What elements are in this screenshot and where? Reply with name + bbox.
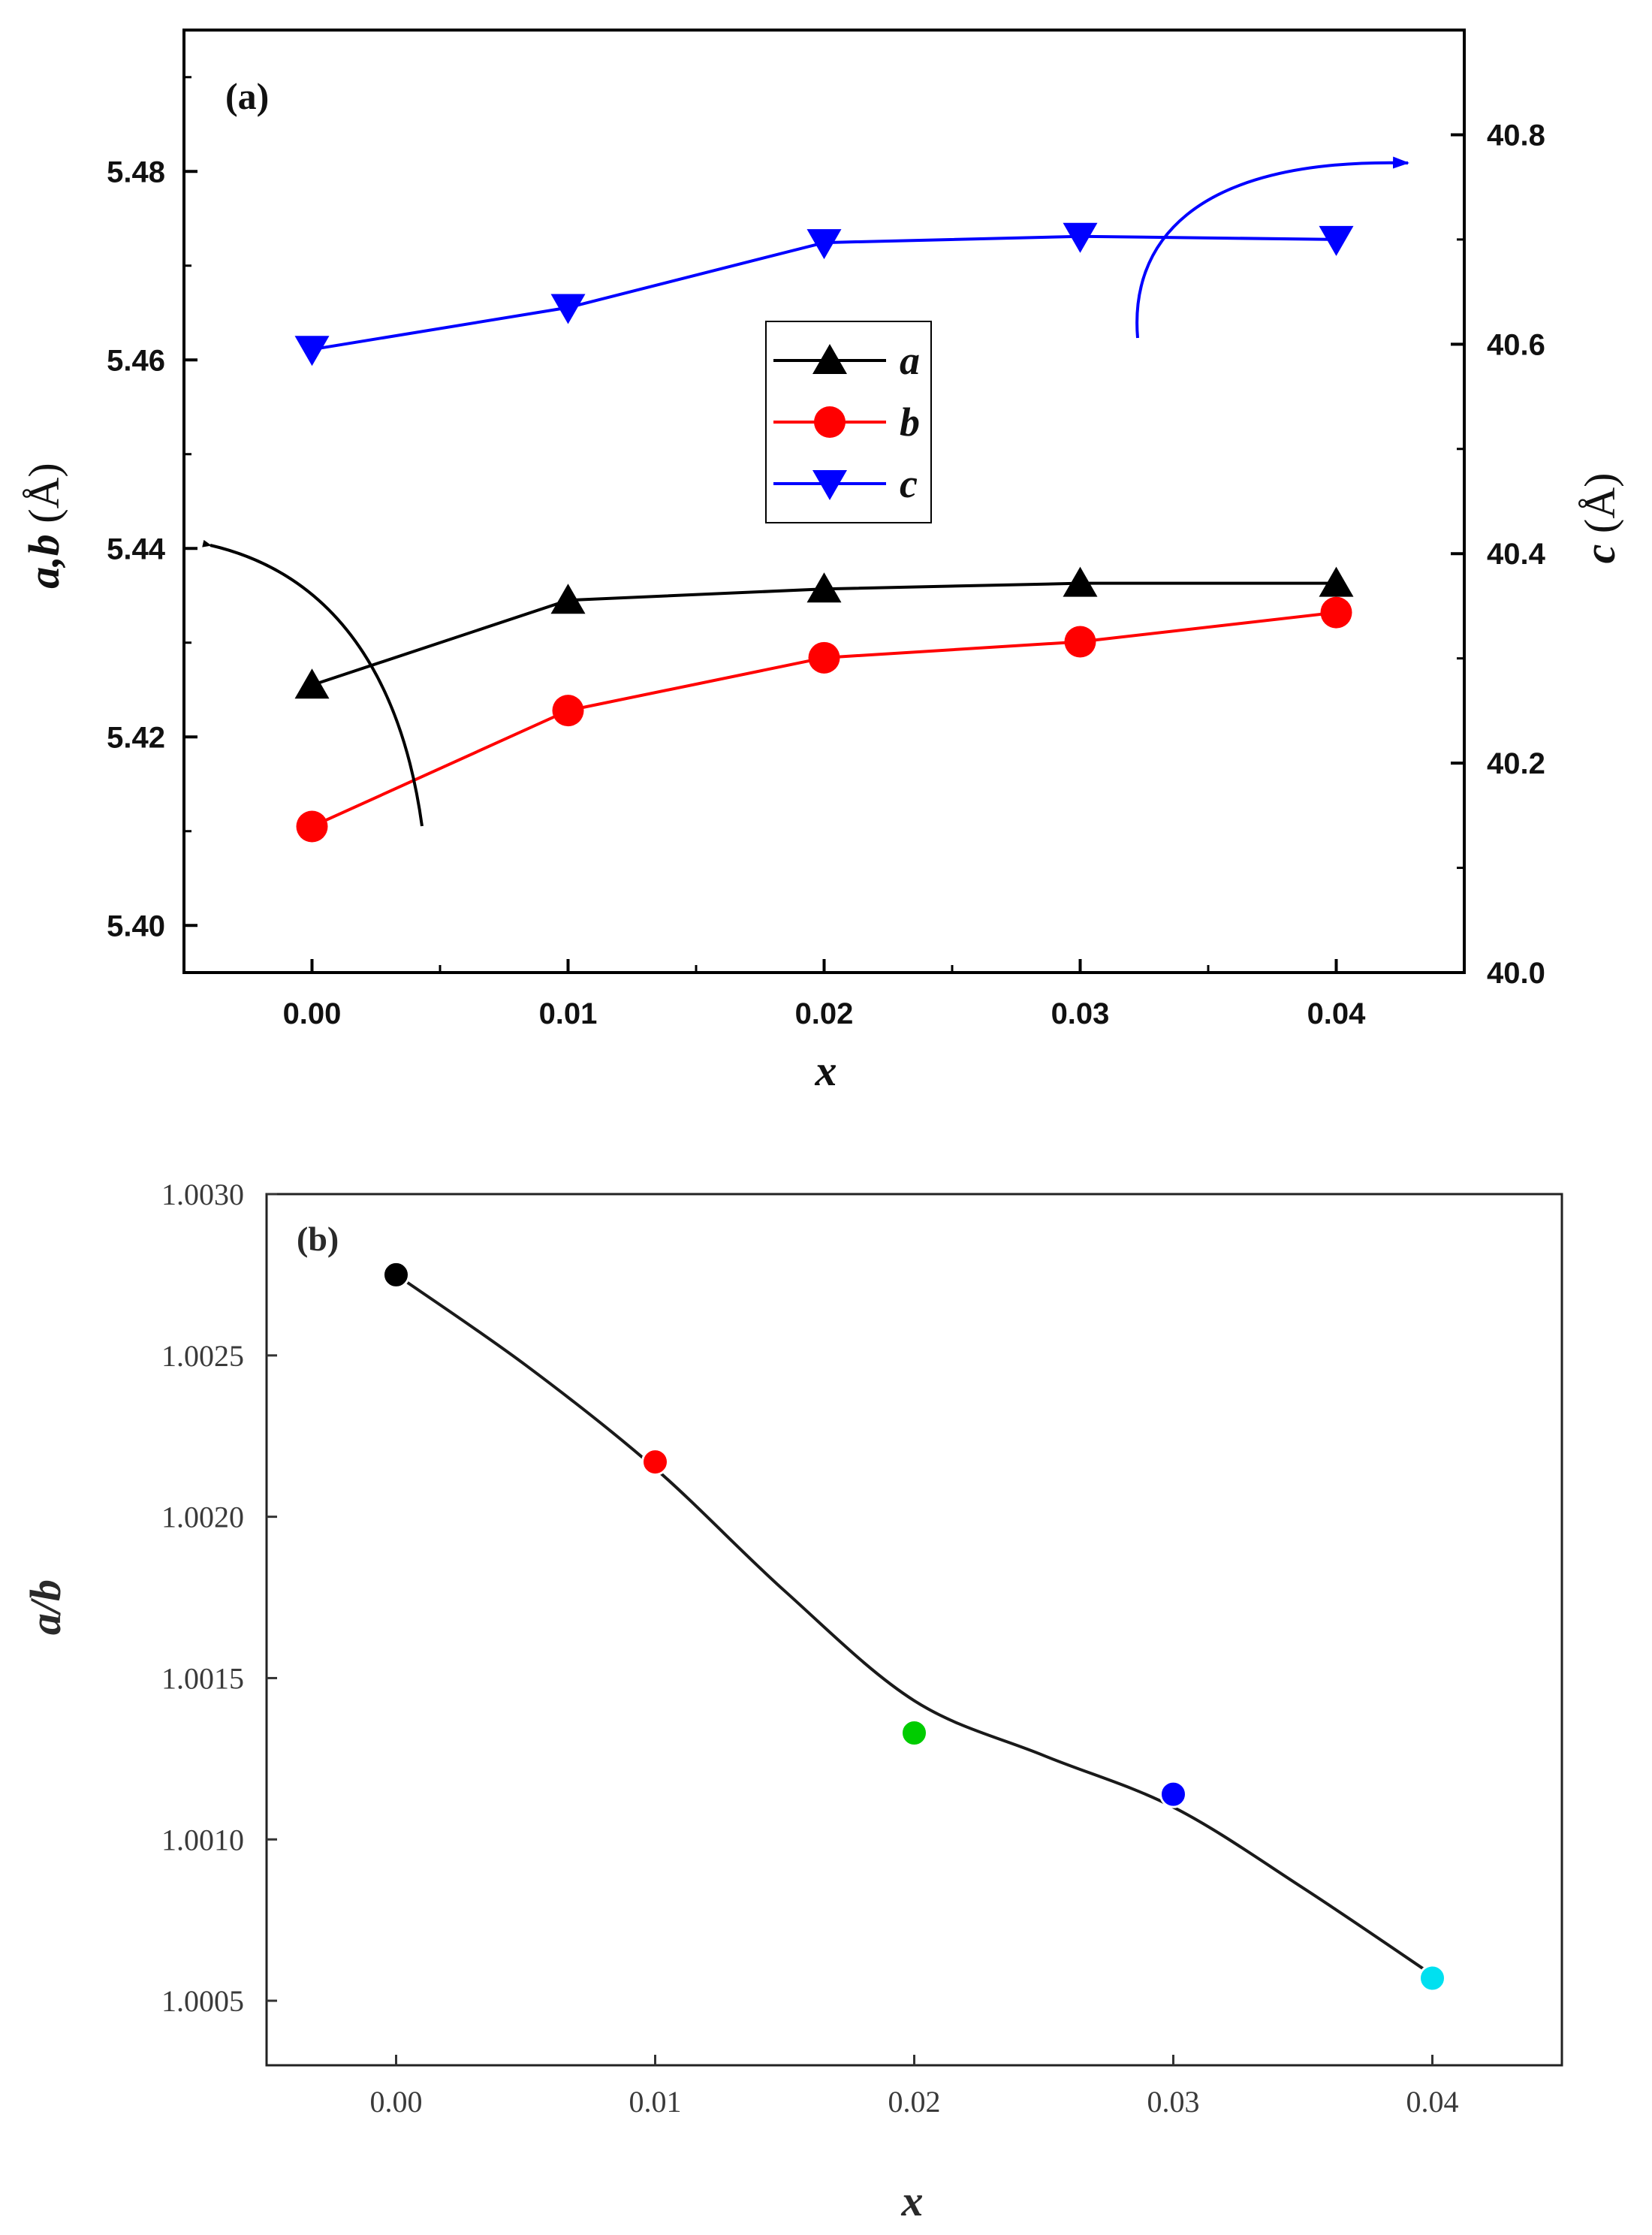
ratio-point bbox=[1159, 1780, 1187, 1808]
ratio-point bbox=[1418, 1964, 1446, 1992]
a-left-y-tick-label: 5.48 bbox=[107, 155, 165, 189]
series-b-point bbox=[808, 641, 840, 674]
b-y-tick-label: 1.0005 bbox=[161, 1984, 244, 2018]
a-x-tick-label: 0.02 bbox=[795, 997, 854, 1030]
b-y-tick-label: 1.0015 bbox=[161, 1661, 244, 1695]
a-right-y-tick-label: 40.0 bbox=[1487, 957, 1545, 990]
panel-a-label: (a) bbox=[225, 75, 269, 117]
series-b-point bbox=[552, 695, 584, 727]
a-left-y-tick-label: 5.40 bbox=[107, 909, 165, 943]
b-y-tick-label: 1.0030 bbox=[161, 1178, 244, 1211]
series-c-point bbox=[294, 336, 330, 366]
series-b-point bbox=[1320, 596, 1352, 629]
legend-items: abc bbox=[773, 338, 920, 506]
a-left-y-tick-label: 5.46 bbox=[107, 344, 165, 377]
series-a-point bbox=[806, 572, 842, 603]
right-y-label: c bbox=[1575, 544, 1624, 564]
series-b-point bbox=[296, 810, 328, 843]
panel-b-points bbox=[382, 1260, 1446, 1992]
panel-b-ticks: 0.00 0.01 0.02 0.03 0.04 1.0005 1.0010 1.0015 1.… bbox=[161, 1178, 1459, 2119]
panel-b-x-title: x bbox=[901, 2176, 924, 2225]
panel-a-legend: abc bbox=[765, 321, 932, 523]
arrow-to-right-axis bbox=[1135, 156, 1409, 339]
a-x-tick-label: 0.01 bbox=[539, 997, 598, 1030]
panel-b-label: (b) bbox=[297, 1220, 339, 1258]
a-x-tick-label: 0.00 bbox=[283, 997, 342, 1030]
arrow-to-left-axis bbox=[202, 539, 424, 827]
legend-marker-b bbox=[814, 406, 846, 438]
panel-b-fit-curve bbox=[395, 1273, 1433, 1977]
panel-b-frame bbox=[265, 1193, 1563, 2067]
panel-b-y-title: a/b bbox=[21, 1579, 70, 1635]
series-c-point bbox=[1319, 225, 1354, 256]
legend-label-b: b bbox=[900, 400, 920, 445]
ratio-point bbox=[382, 1260, 410, 1289]
panel-b: 0.00 0.01 0.02 0.03 0.04 1.0005 1.0010 1.0015 1.… bbox=[21, 1178, 1563, 2225]
left-y-label: a,b bbox=[20, 534, 68, 589]
a-right-y-tick-label: 40.4 bbox=[1487, 538, 1546, 571]
a-left-y-tick-label: 5.44 bbox=[107, 532, 166, 566]
a-right-y-tick-label: 40.2 bbox=[1487, 747, 1545, 780]
legend-label-a: a bbox=[900, 338, 920, 383]
b-y-tick-label: 1.0025 bbox=[161, 1339, 244, 1373]
legend-marker-c bbox=[812, 470, 847, 500]
a-x-tick-label: 0.04 bbox=[1307, 997, 1367, 1030]
b-x-tick-label: 0.02 bbox=[888, 2085, 941, 2119]
panel-a-ticks: 0.00 0.01 0.02 0.03 0.04 5.40 5.42 5.44 5.46 5.48… bbox=[107, 76, 1546, 1030]
panel-a-left-y-title: a,b (Å) bbox=[20, 463, 68, 589]
ratio-point bbox=[641, 1448, 669, 1476]
b-y-tick-label: 1.0010 bbox=[161, 1823, 244, 1856]
series-a-point bbox=[550, 584, 586, 614]
series-c-point bbox=[1063, 222, 1098, 253]
b-y-tick-label: 1.0020 bbox=[161, 1501, 244, 1534]
b-x-tick-label: 0.04 bbox=[1406, 2085, 1459, 2119]
b-x-tick-label: 0.01 bbox=[629, 2085, 682, 2119]
legend-label-c: c bbox=[900, 461, 918, 506]
panel-a: 0.00 0.01 0.02 0.03 0.04 5.40 5.42 5.44 5.46 5.48… bbox=[20, 29, 1624, 1095]
a-right-y-tick-label: 40.8 bbox=[1487, 119, 1545, 152]
panel-a-right-y-title: c (Å) bbox=[1575, 473, 1624, 564]
series-a-point bbox=[1319, 566, 1354, 597]
series-a-point bbox=[1063, 566, 1098, 597]
b-x-tick-label: 0.03 bbox=[1147, 2085, 1200, 2119]
panel-a-series bbox=[294, 222, 1354, 843]
series-a-point bbox=[294, 668, 330, 699]
ratio-point bbox=[900, 1718, 928, 1747]
series-b-point bbox=[1064, 626, 1096, 658]
right-y-unit: (Å) bbox=[1575, 473, 1624, 534]
a-left-y-tick-label: 5.42 bbox=[107, 721, 165, 754]
left-y-unit: (Å) bbox=[20, 463, 68, 523]
series-c-point bbox=[550, 294, 586, 324]
panel-a-x-title: x bbox=[815, 1046, 837, 1095]
legend-marker-a bbox=[812, 344, 847, 374]
b-x-tick-label: 0.00 bbox=[370, 2085, 423, 2119]
a-right-y-tick-label: 40.6 bbox=[1487, 328, 1545, 361]
a-x-tick-label: 0.03 bbox=[1051, 997, 1110, 1030]
series-c-point bbox=[806, 229, 842, 260]
